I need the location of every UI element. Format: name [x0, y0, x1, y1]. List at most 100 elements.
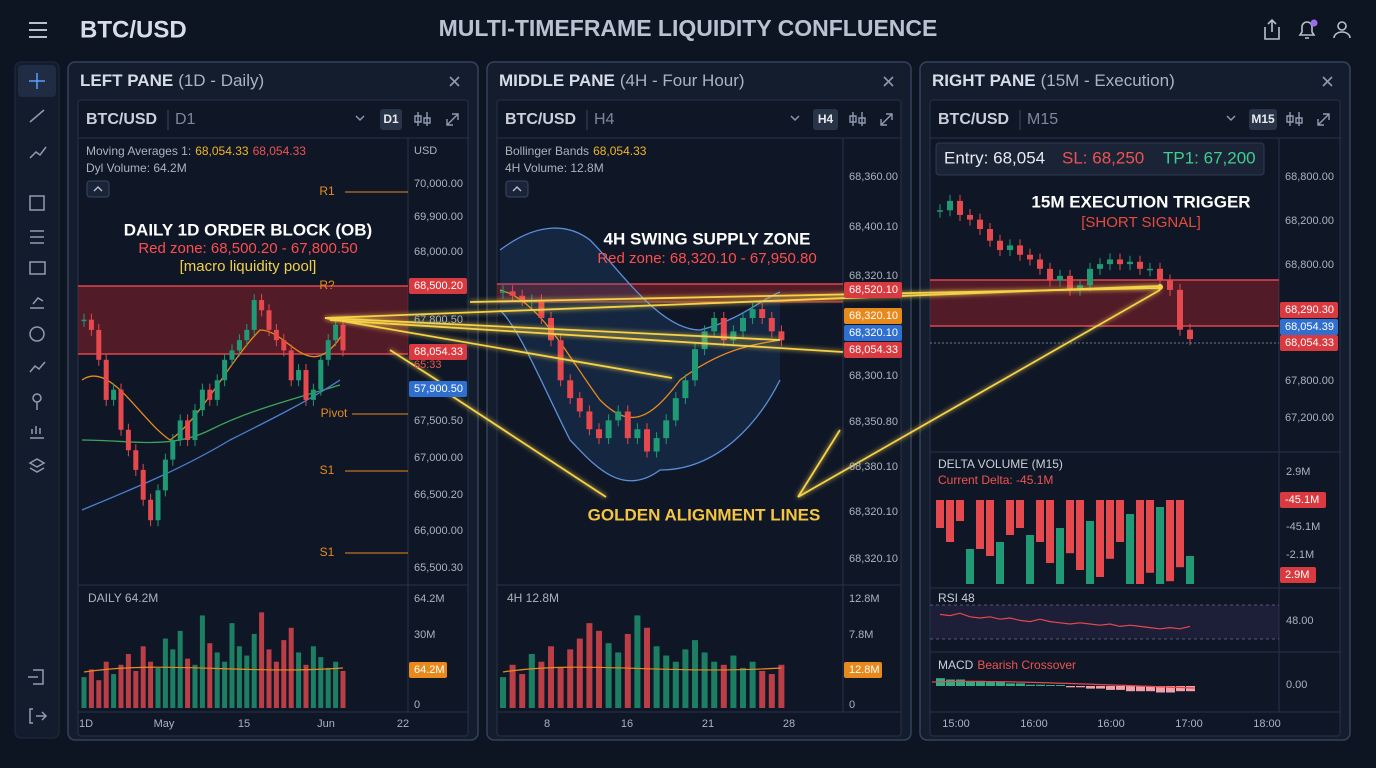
delta-bar [1066, 500, 1074, 554]
macd-title: MACD Bearish Crossover [938, 658, 1076, 672]
macd-bar [1166, 686, 1175, 693]
x-tick-label: 17:00 [1175, 718, 1203, 730]
candle [244, 329, 250, 341]
candle [997, 240, 1003, 251]
volume-bar [207, 643, 213, 708]
volume-tick: 0 [414, 699, 420, 711]
pane-timeframe: (15M - Execution) [1041, 71, 1175, 90]
delta-bar [1076, 500, 1084, 570]
price-label: 68,380.10 [849, 461, 898, 473]
candle [118, 389, 124, 430]
pane-title: MIDDLE PANE (4H - Four Hour) [499, 71, 745, 90]
timeframe-badge[interactable] [1249, 109, 1277, 130]
candle [325, 340, 331, 360]
collapse-buttons[interactable] [86, 180, 529, 198]
candle [1127, 261, 1133, 265]
price-label: 67,000.00 [414, 452, 463, 464]
candle [987, 229, 993, 241]
candle [103, 359, 109, 400]
pivot-label: S1 [320, 545, 335, 559]
delta-bar [1116, 500, 1124, 542]
dividers [78, 137, 1340, 713]
toolbar-icons[interactable] [355, 112, 1330, 126]
volume-bar [749, 661, 756, 708]
menu-icon[interactable] [29, 22, 47, 38]
delta-bar [1186, 556, 1194, 584]
candle [1047, 268, 1053, 281]
price-tag-label: 57,900.50 [414, 383, 463, 395]
volume-title: 4H 12.8M [507, 591, 559, 605]
zone-annotation: Red zone: 68,500.20 - 67,800.50 [138, 240, 357, 257]
candle [214, 380, 220, 400]
candle [288, 350, 294, 381]
pivot-label: R? [319, 278, 335, 292]
price-label: 68,800.00 [1285, 171, 1334, 183]
volume-bar [177, 630, 183, 708]
x-tick-label: 1D [79, 718, 93, 730]
candle [236, 340, 242, 351]
candle [711, 318, 718, 332]
delta-bar [1026, 535, 1034, 584]
sidebar-tools[interactable] [28, 73, 48, 724]
delta-bar [1136, 500, 1144, 584]
candle [644, 429, 650, 452]
price-tag-label: 68,320.10 [849, 310, 898, 322]
zone-annotation: 15M EXECUTION TRIGGER [1031, 192, 1250, 211]
volume-bar [288, 627, 294, 708]
candle [634, 429, 641, 439]
delta-tick: -45.1M [1286, 521, 1320, 533]
trade-box [935, 142, 1265, 176]
volume-tag-label: 64.2M [414, 664, 445, 676]
volume-bar [615, 652, 622, 708]
candle [96, 329, 102, 360]
candle [333, 324, 339, 341]
macd-bar [1146, 686, 1155, 692]
timeframe-badge[interactable] [380, 109, 402, 130]
x-tick-label: Jun [317, 718, 335, 730]
candle [1097, 264, 1103, 269]
candle [1087, 268, 1093, 286]
candle [519, 295, 526, 301]
price-tag-label: 68,290.30 [1285, 304, 1334, 316]
volume-bar [538, 661, 545, 708]
price-tag [844, 325, 902, 341]
delta-bar [1046, 500, 1054, 563]
golden-lines [324, 285, 1161, 498]
delta-bar [1036, 500, 1044, 542]
volume-bar [303, 664, 309, 708]
x-tick-label: 8 [544, 718, 550, 730]
volume-bar [251, 633, 257, 708]
macd-bar [1176, 686, 1185, 692]
macd-bar [1076, 686, 1085, 688]
x-tick-label: 21 [702, 718, 714, 730]
candle [759, 309, 766, 318]
bollinger-band [500, 228, 780, 481]
x-tick-label: 16:00 [1020, 718, 1048, 730]
volume-bar [318, 657, 324, 708]
timeframe-badge[interactable] [813, 109, 838, 130]
volume-bar [624, 633, 631, 708]
price-tag [844, 342, 902, 358]
volume-bar [586, 623, 593, 708]
chart-symbol: BTC/USD [86, 111, 157, 128]
zone-annotation: Red zone: 68,320.10 - 67,950.80 [597, 250, 816, 267]
x-tick-label: 15:00 [942, 718, 970, 730]
volume-bar [634, 615, 641, 708]
candle [557, 340, 564, 381]
delta-bar [1126, 514, 1134, 584]
top-icons[interactable] [1264, 18, 1351, 40]
volume-bar [273, 661, 279, 708]
candle [1017, 245, 1023, 255]
macd-bar [1186, 686, 1195, 692]
volume-bar [740, 667, 746, 708]
candle [81, 319, 87, 322]
macd-bar [1106, 686, 1115, 690]
x-tick-label: 22 [397, 718, 409, 730]
close-buttons[interactable] [449, 76, 1333, 87]
candle [1117, 259, 1123, 265]
x-tick-label: 28 [783, 718, 795, 730]
candle [567, 380, 574, 399]
pivot-levels [345, 191, 408, 554]
price-label: 68,350.80 [849, 416, 898, 428]
delta-title: DELTA VOLUME (M15) [938, 457, 1063, 471]
